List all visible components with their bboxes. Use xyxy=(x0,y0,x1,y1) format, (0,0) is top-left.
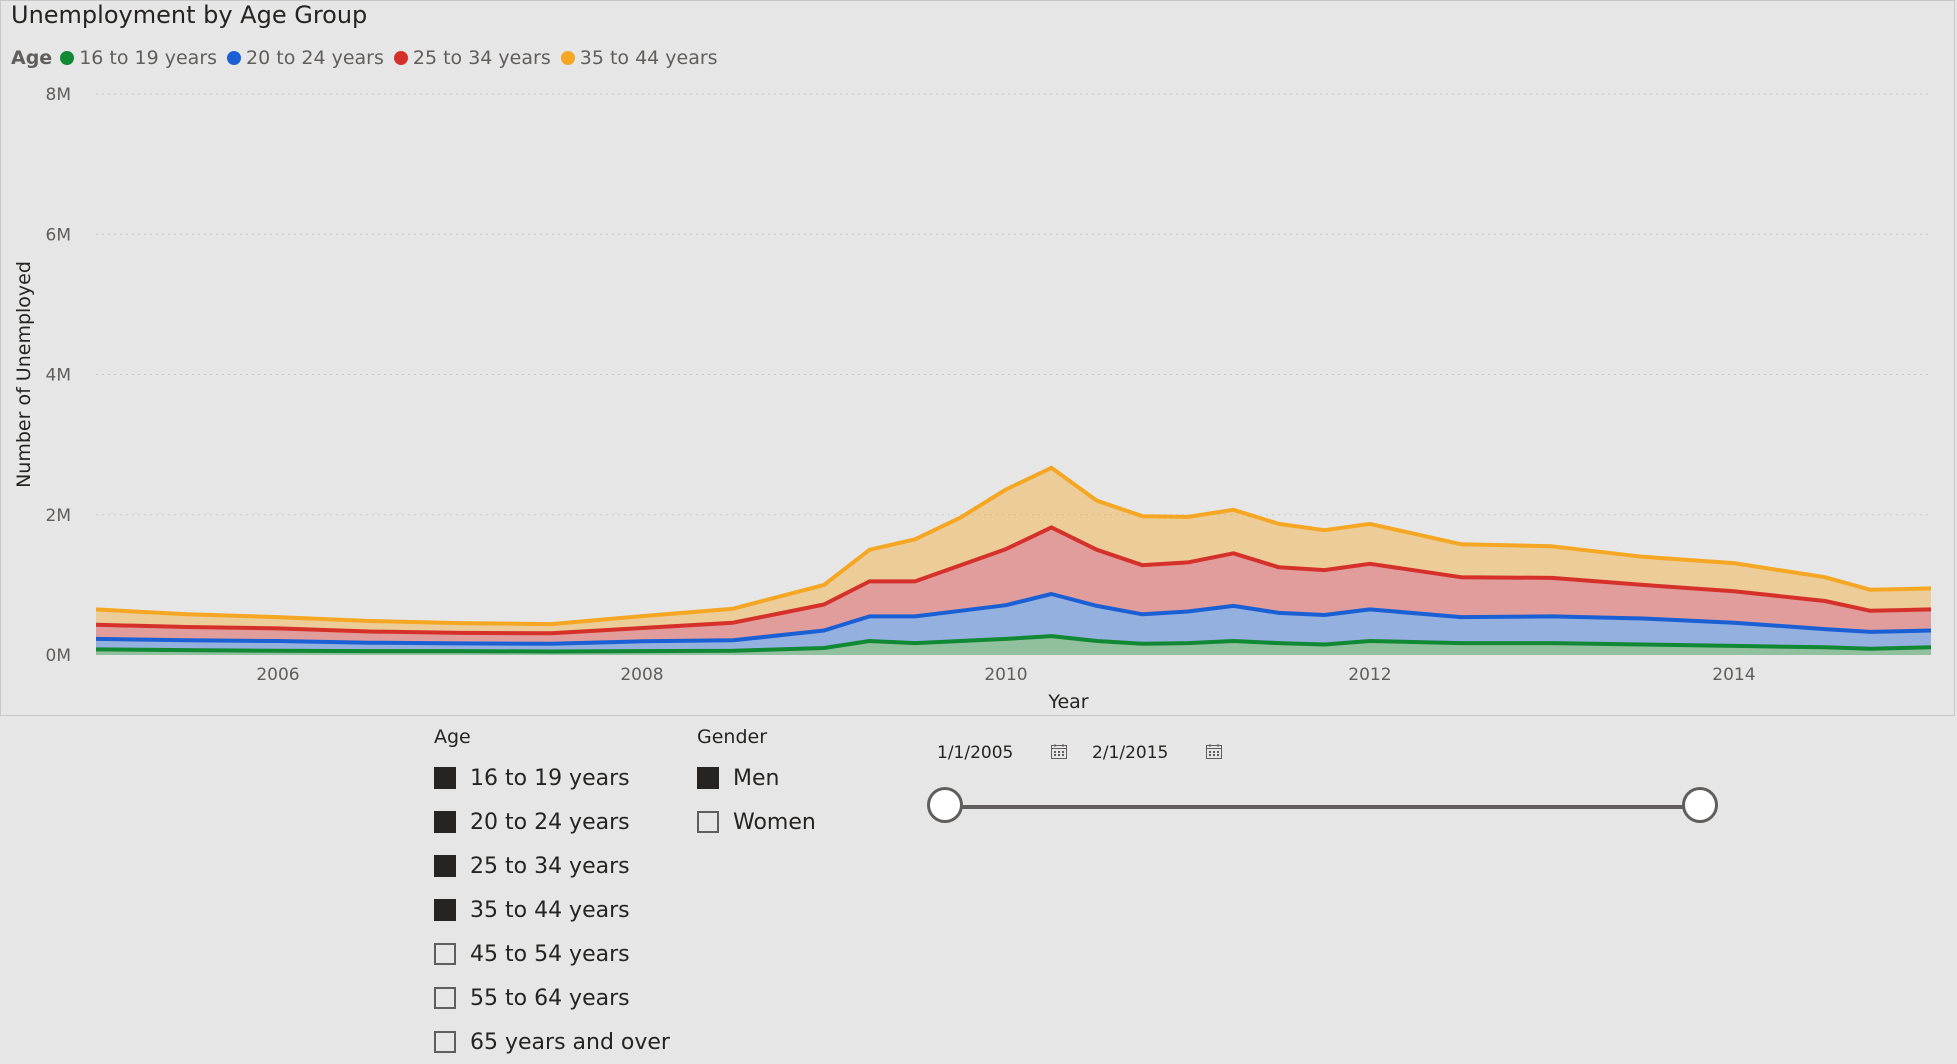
checkbox-checked-icon[interactable] xyxy=(697,767,719,789)
legend-item[interactable]: 25 to 34 years xyxy=(393,47,551,69)
slicer-item-label: 20 to 24 years xyxy=(470,809,630,835)
checkbox-checked-icon[interactable] xyxy=(434,811,456,833)
y-axis-title: Number of Unemployed xyxy=(13,261,35,488)
calendar-icon[interactable] xyxy=(1051,744,1067,759)
series-line xyxy=(95,525,1932,636)
x-tick-label: 2010 xyxy=(984,665,1027,685)
series-area xyxy=(96,527,1931,644)
legend-dot-icon xyxy=(60,51,75,65)
checkbox-checked-icon[interactable] xyxy=(434,767,456,789)
legend-title: Age xyxy=(11,47,53,69)
gender-slicer-title: Gender xyxy=(697,726,768,748)
legend-dot-icon xyxy=(393,51,408,65)
legend-label: 16 to 19 years xyxy=(79,47,218,69)
x-axis-title: Year xyxy=(1047,691,1088,713)
legend-label: 35 to 44 years xyxy=(579,47,718,69)
start-date-text: 1/1/2005 xyxy=(937,743,1014,763)
series-area xyxy=(96,467,1931,634)
slicer-item-label: Women xyxy=(733,809,816,835)
age-slicer-item[interactable]: 25 to 34 years xyxy=(434,844,670,888)
age-slicer-items: 16 to 19 years 20 to 24 years 25 to 34 yea… xyxy=(434,756,670,1064)
checkbox-icon[interactable] xyxy=(434,943,456,965)
slicer-item-label: 35 to 44 years xyxy=(470,897,630,923)
slicer-item-label: Men xyxy=(733,765,780,791)
y-tick-label: 0M xyxy=(46,646,71,666)
legend-item[interactable]: 20 to 24 years xyxy=(227,47,384,69)
legend-label: 25 to 34 years xyxy=(412,47,551,69)
checkbox-icon[interactable] xyxy=(434,987,456,1009)
range-end-handle[interactable] xyxy=(1682,787,1718,823)
x-tick-label: 2014 xyxy=(1712,665,1755,685)
age-slicer-item[interactable]: 65 years and over xyxy=(434,1020,670,1064)
x-tick-label: 2008 xyxy=(620,665,663,685)
age-slicer-title: Age xyxy=(434,726,471,748)
y-tick-label: 8M xyxy=(46,85,71,105)
series-line xyxy=(95,465,1932,627)
checkbox-icon[interactable] xyxy=(434,1031,456,1053)
gender-slicer-item[interactable]: Men xyxy=(697,756,816,800)
y-tick-label: 6M xyxy=(46,225,71,245)
start-date-field[interactable]: 1/1/2005 xyxy=(925,734,1075,772)
legend-items: 16 to 19 years 20 to 24 years 25 to 34 yea… xyxy=(60,47,727,69)
chart-panel: 0M 2M 4M 6M 8M 2006 2008 2010 2012 2014 Year Number… xyxy=(0,0,1955,716)
y-tick-label: 4M xyxy=(46,366,71,386)
age-slicer-item[interactable]: 20 to 24 years xyxy=(434,800,670,844)
series-line xyxy=(95,592,1932,646)
chart-title: Unemployment by Age Group xyxy=(11,1,368,29)
range-start-handle[interactable] xyxy=(927,787,963,823)
age-slicer-item[interactable]: 35 to 44 years xyxy=(434,888,670,932)
end-date-text: 2/1/2015 xyxy=(1092,743,1169,763)
series-line xyxy=(95,634,1932,654)
slicer-item-label: 25 to 34 years xyxy=(470,853,630,879)
series-area xyxy=(96,594,1931,652)
checkbox-checked-icon[interactable] xyxy=(434,899,456,921)
date-range-track[interactable] xyxy=(945,805,1700,809)
slicer-item-label: 16 to 19 years xyxy=(470,765,630,791)
x-tick-label: 2012 xyxy=(1348,665,1391,685)
slicer-item-label: 65 years and over xyxy=(470,1029,670,1055)
legend-item[interactable]: 35 to 44 years xyxy=(560,47,718,69)
legend-dot-icon xyxy=(227,51,242,65)
age-slicer-item[interactable]: 55 to 64 years xyxy=(434,976,670,1020)
date-range-slicer: 1/1/2005 2/1/2015 xyxy=(925,734,1725,834)
slicer-item-label: 45 to 54 years xyxy=(470,941,630,967)
legend-dot-icon xyxy=(560,51,575,65)
slicer-item-label: 55 to 64 years xyxy=(470,985,630,1011)
checkbox-icon[interactable] xyxy=(697,811,719,833)
area-chart: 0M 2M 4M 6M 8M 2006 2008 2010 2012 2014 Year Number… xyxy=(13,85,1932,713)
x-tick-label: 2006 xyxy=(256,665,299,685)
gender-slicer-item[interactable]: Women xyxy=(697,800,816,844)
gender-slicer: Gender Men Women xyxy=(697,726,816,844)
age-slicer-item[interactable]: 45 to 54 years xyxy=(434,932,670,976)
calendar-icon[interactable] xyxy=(1206,744,1222,759)
legend-label: 20 to 24 years xyxy=(246,47,384,69)
legend-item[interactable]: 16 to 19 years xyxy=(60,47,217,69)
y-tick-label: 2M xyxy=(46,506,71,526)
age-slicer: Age 16 to 19 years 20 to 24 years 25 to 34… xyxy=(434,726,670,1064)
series-area xyxy=(96,636,1931,655)
checkbox-checked-icon[interactable] xyxy=(434,855,456,877)
age-slicer-item[interactable]: 16 to 19 years xyxy=(434,756,670,800)
chart-legend: Age 16 to 19 years 20 to 24 years 25 to 34… xyxy=(11,47,728,69)
end-date-field[interactable]: 2/1/2015 xyxy=(1080,734,1230,772)
gender-slicer-items: Men Women xyxy=(697,756,816,844)
